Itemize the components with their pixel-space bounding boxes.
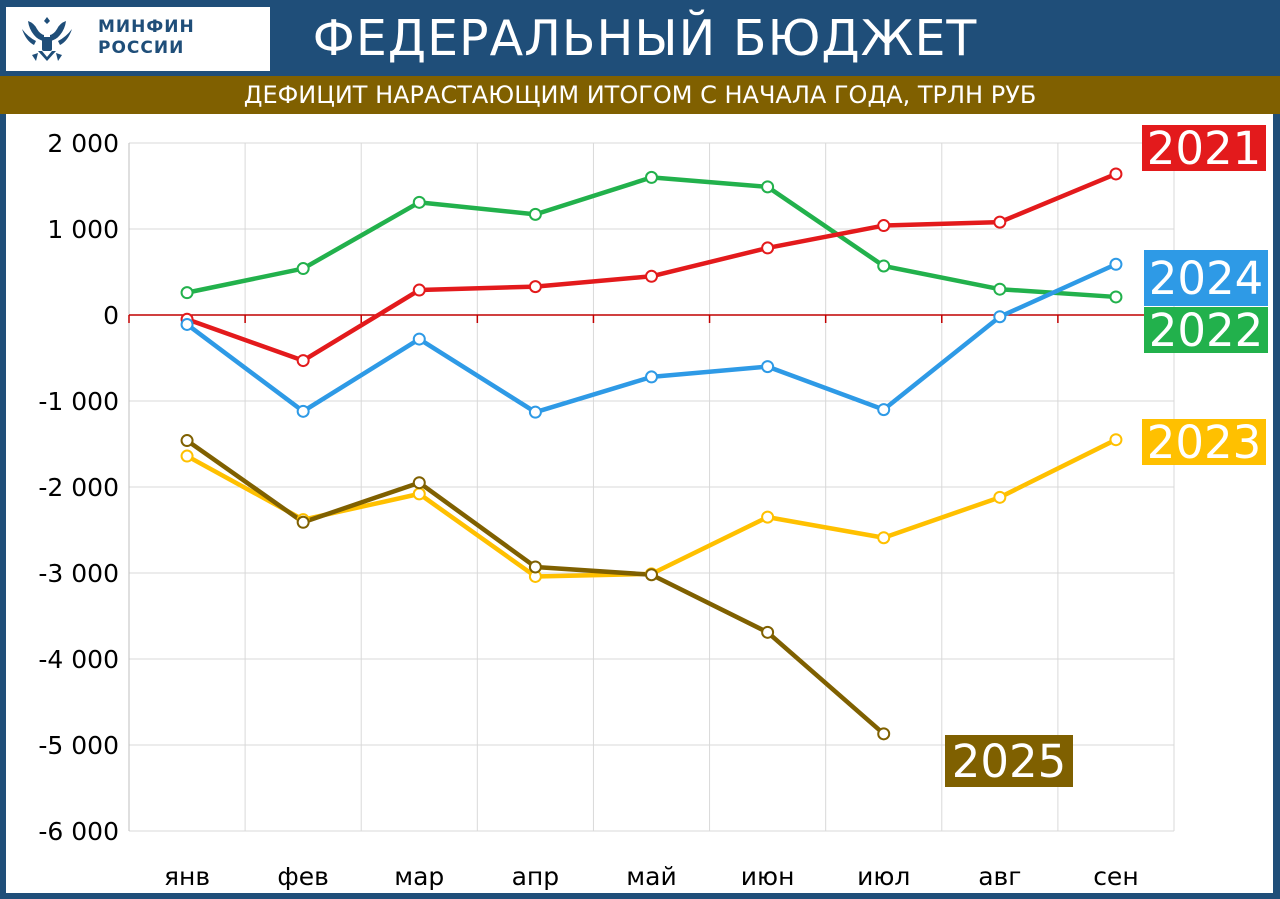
series-label-text: 2022 [1149, 304, 1264, 357]
series-line-2023 [184, 437, 1119, 579]
data-point-2021 [877, 219, 891, 233]
data-point-2024 [528, 405, 542, 419]
x-tick-label: фев [277, 862, 329, 891]
data-point-2024 [1109, 257, 1123, 271]
series-line-2025 [184, 438, 886, 737]
y-tick-label: -4 000 [38, 645, 119, 674]
data-point-2023 [180, 449, 194, 463]
x-tick-label: июн [741, 862, 795, 891]
data-point-2023 [761, 510, 775, 524]
y-tick-label: -3 000 [38, 559, 119, 588]
series-label-2021: 2021 [1142, 122, 1266, 175]
series-label-text: 2023 [1147, 416, 1262, 469]
data-point-2024 [412, 332, 426, 346]
data-point-2021 [645, 269, 658, 283]
series-label-2023: 2023 [1142, 416, 1266, 469]
minfin-logo: МИНФИН РОССИИ [6, 7, 270, 71]
data-point-2025 [296, 515, 310, 529]
subtitle-bar: ДЕФИЦИТ НАРАСТАЮЩИМ ИТОГОМ С НАЧАЛА ГОДА… [0, 76, 1280, 114]
x-tick-label: апр [512, 862, 560, 891]
data-point-2022 [528, 207, 542, 221]
chart-subtitle: ДЕФИЦИТ НАРАСТАЮЩИМ ИТОГОМ С НАЧАЛА ГОДА… [243, 81, 1037, 109]
data-point-2024 [645, 370, 658, 384]
double-headed-eagle-icon [22, 17, 72, 61]
series-label-text: 2024 [1149, 252, 1264, 305]
page-title: ФЕДЕРАЛЬНЫЙ БЮДЖЕТ [312, 10, 978, 67]
logo-text: МИНФИН РОССИИ [98, 17, 195, 59]
data-point-2025 [412, 476, 426, 490]
x-tick-label: май [626, 862, 676, 891]
x-tick-label: мар [394, 862, 444, 891]
data-point-2023 [412, 487, 426, 501]
data-point-2022 [296, 262, 310, 276]
data-point-2022 [180, 286, 194, 300]
data-point-2025 [528, 560, 542, 574]
y-tick-label: 0 [103, 301, 119, 330]
y-tick-label: -1 000 [38, 387, 119, 416]
data-point-2021 [412, 283, 426, 297]
series-label-bg [945, 735, 1073, 787]
data-point-2024 [180, 317, 194, 331]
series-label-text: 2025 [952, 735, 1067, 788]
logo-line-1: МИНФИН [98, 17, 195, 37]
data-point-2022 [993, 282, 1007, 296]
logo-line-2: РОССИИ [98, 38, 185, 58]
data-point-2021 [993, 215, 1007, 229]
data-point-2025 [877, 727, 891, 741]
data-point-2024 [993, 310, 1007, 324]
data-point-2022 [761, 180, 775, 194]
data-point-2024 [877, 403, 891, 417]
data-point-2023 [877, 531, 891, 545]
data-point-2025 [645, 568, 658, 582]
series-label-bg [1144, 307, 1268, 353]
y-tick-label: -5 000 [38, 731, 119, 760]
data-point-2023 [993, 490, 1007, 504]
series-label-2025: 2025 [945, 735, 1073, 788]
data-point-2023 [1109, 433, 1123, 447]
data-point-2022 [412, 195, 426, 209]
series-label-text: 2021 [1147, 122, 1262, 175]
x-tick-label: янв [164, 862, 210, 891]
data-point-2024 [761, 360, 775, 374]
series-label-2022: 2022 [1144, 304, 1268, 357]
y-tick-label: -6 000 [38, 817, 119, 846]
data-point-2021 [528, 280, 542, 294]
y-tick-label: 2 000 [47, 129, 119, 158]
data-point-2025 [761, 625, 775, 639]
chart-area: 2 000 1 000 0 -1 000 -2 000 -3 000 -4 000 -5 00… [6, 114, 1273, 893]
data-point-2021 [296, 354, 310, 368]
data-point-2021 [761, 241, 775, 255]
data-point-2022 [645, 170, 658, 184]
data-point-2025 [180, 434, 194, 448]
header: МИНФИН РОССИИ ФЕДЕРАЛЬНЫЙ БЮДЖЕТ [0, 0, 1280, 76]
series-label-bg [1144, 250, 1268, 306]
y-tick-label: -2 000 [38, 473, 119, 502]
y-tick-label: 1 000 [47, 215, 119, 244]
x-tick-label: авг [978, 862, 1021, 891]
data-point-2022 [877, 259, 891, 273]
series-label-bg [1142, 125, 1266, 171]
series-label-bg [1142, 419, 1266, 465]
series-label-2024: 2024 [1144, 250, 1268, 306]
data-point-2021 [1109, 167, 1123, 181]
x-tick-label: сен [1093, 862, 1138, 891]
data-point-2022 [1109, 290, 1123, 304]
line-chart: 2 000 1 000 0 -1 000 -2 000 -3 000 -4 000 -5 00… [38, 122, 1268, 891]
data-point-2024 [296, 404, 310, 418]
x-tick-label: июл [857, 862, 910, 891]
